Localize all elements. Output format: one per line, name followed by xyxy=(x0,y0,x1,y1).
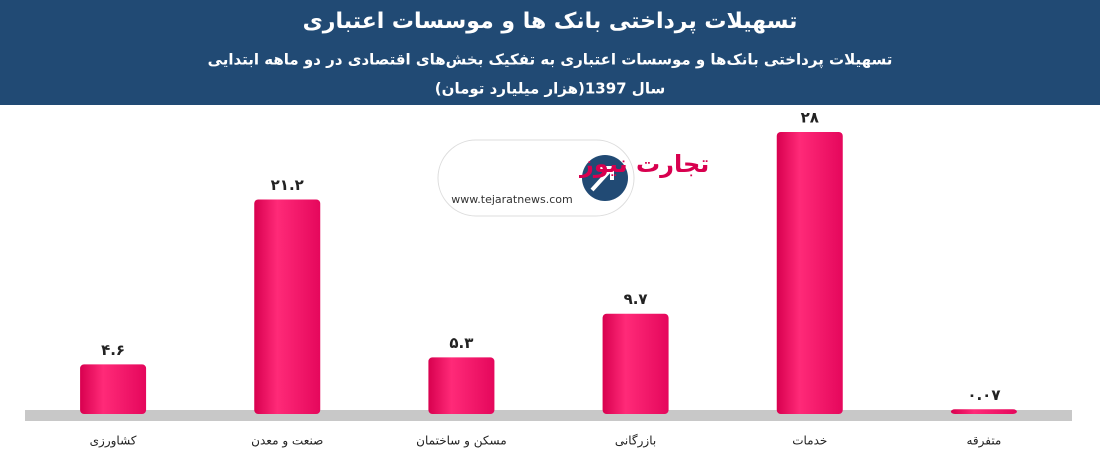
bar xyxy=(80,364,147,414)
bar xyxy=(776,132,843,414)
x-tick-label: خدمات xyxy=(792,434,827,448)
bar xyxy=(428,357,495,414)
x-tick-label: بازرگانی xyxy=(615,434,656,449)
bar xyxy=(950,409,1017,414)
value-label: ۲۱.۲ xyxy=(271,176,304,194)
chart-subtitle: سال 1397(هزار میلیارد تومان) xyxy=(435,80,665,98)
x-tick-label: متفرقه xyxy=(966,434,1001,449)
bar xyxy=(602,313,669,414)
bar xyxy=(254,199,321,414)
value-label: ۲۸ xyxy=(801,109,819,127)
chart-title: تسهیلات پرداختی بانک ها و موسسات اعتباری xyxy=(303,9,798,34)
x-tick-label: کشاورزی xyxy=(90,434,137,449)
x-tick-label: مسکن و ساختمان xyxy=(416,434,506,449)
logo: تجارت نیوز www.tejaratnews.com xyxy=(437,139,709,217)
value-label: ۵.۳ xyxy=(449,334,473,352)
floor xyxy=(25,410,1072,421)
x-tick-label: صنعت و معدن xyxy=(251,434,323,449)
value-label: ۹.۷ xyxy=(624,290,648,308)
logo-url: www.tejaratnews.com xyxy=(451,193,572,206)
value-label: ۰.۰۷ xyxy=(967,386,1000,404)
header-band xyxy=(0,0,1100,105)
logo-box xyxy=(437,139,635,217)
value-label: ۴.۶ xyxy=(101,341,125,359)
logo-arrow xyxy=(590,166,614,192)
chart-subtitle: تسهیلات پرداختی بانک‌ها و موسسات اعتباری… xyxy=(208,51,893,70)
logo-name: تجارت نیوز xyxy=(579,150,709,178)
